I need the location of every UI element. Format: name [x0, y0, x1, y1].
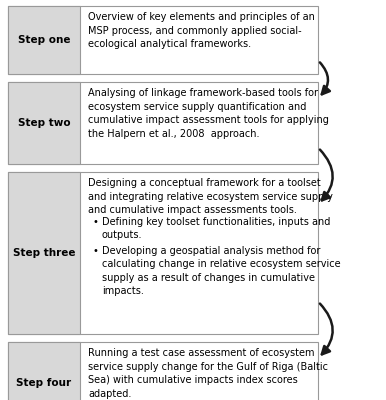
Text: Analysing of linkage framework-based tools for
ecosystem service supply quantifi: Analysing of linkage framework-based too… [88, 88, 329, 139]
Text: Step two: Step two [18, 118, 70, 128]
Bar [8, 6, 318, 74]
Text: •: • [92, 216, 98, 226]
Bar [8, 172, 80, 334]
Text: Defining key toolset functionalities, inputs and
outputs.: Defining key toolset functionalities, in… [102, 216, 330, 240]
Bar [8, 172, 318, 334]
Bar [8, 6, 80, 74]
Text: Developing a geospatial analysis method for
calculating change in relative ecosy: Developing a geospatial analysis method … [102, 246, 340, 296]
Text: Designing a conceptual framework for a toolset
and integrating relative ecosyste: Designing a conceptual framework for a t… [88, 178, 333, 215]
Text: Running a test case assessment of ecosystem
service supply change for the Gulf o: Running a test case assessment of ecosys… [88, 348, 328, 399]
Text: Step one: Step one [18, 35, 70, 45]
Bar [8, 342, 318, 400]
Bar [8, 82, 80, 164]
Text: Step three: Step three [13, 248, 75, 258]
Text: •: • [92, 246, 98, 256]
Text: Overview of key elements and principles of an
MSP process, and commonly applied : Overview of key elements and principles … [88, 12, 315, 49]
Text: Step four: Step four [17, 378, 71, 388]
Bar [8, 342, 80, 400]
Bar [8, 82, 318, 164]
